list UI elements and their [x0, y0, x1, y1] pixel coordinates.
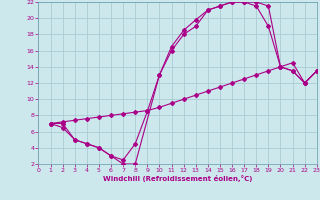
- X-axis label: Windchill (Refroidissement éolien,°C): Windchill (Refroidissement éolien,°C): [103, 175, 252, 182]
